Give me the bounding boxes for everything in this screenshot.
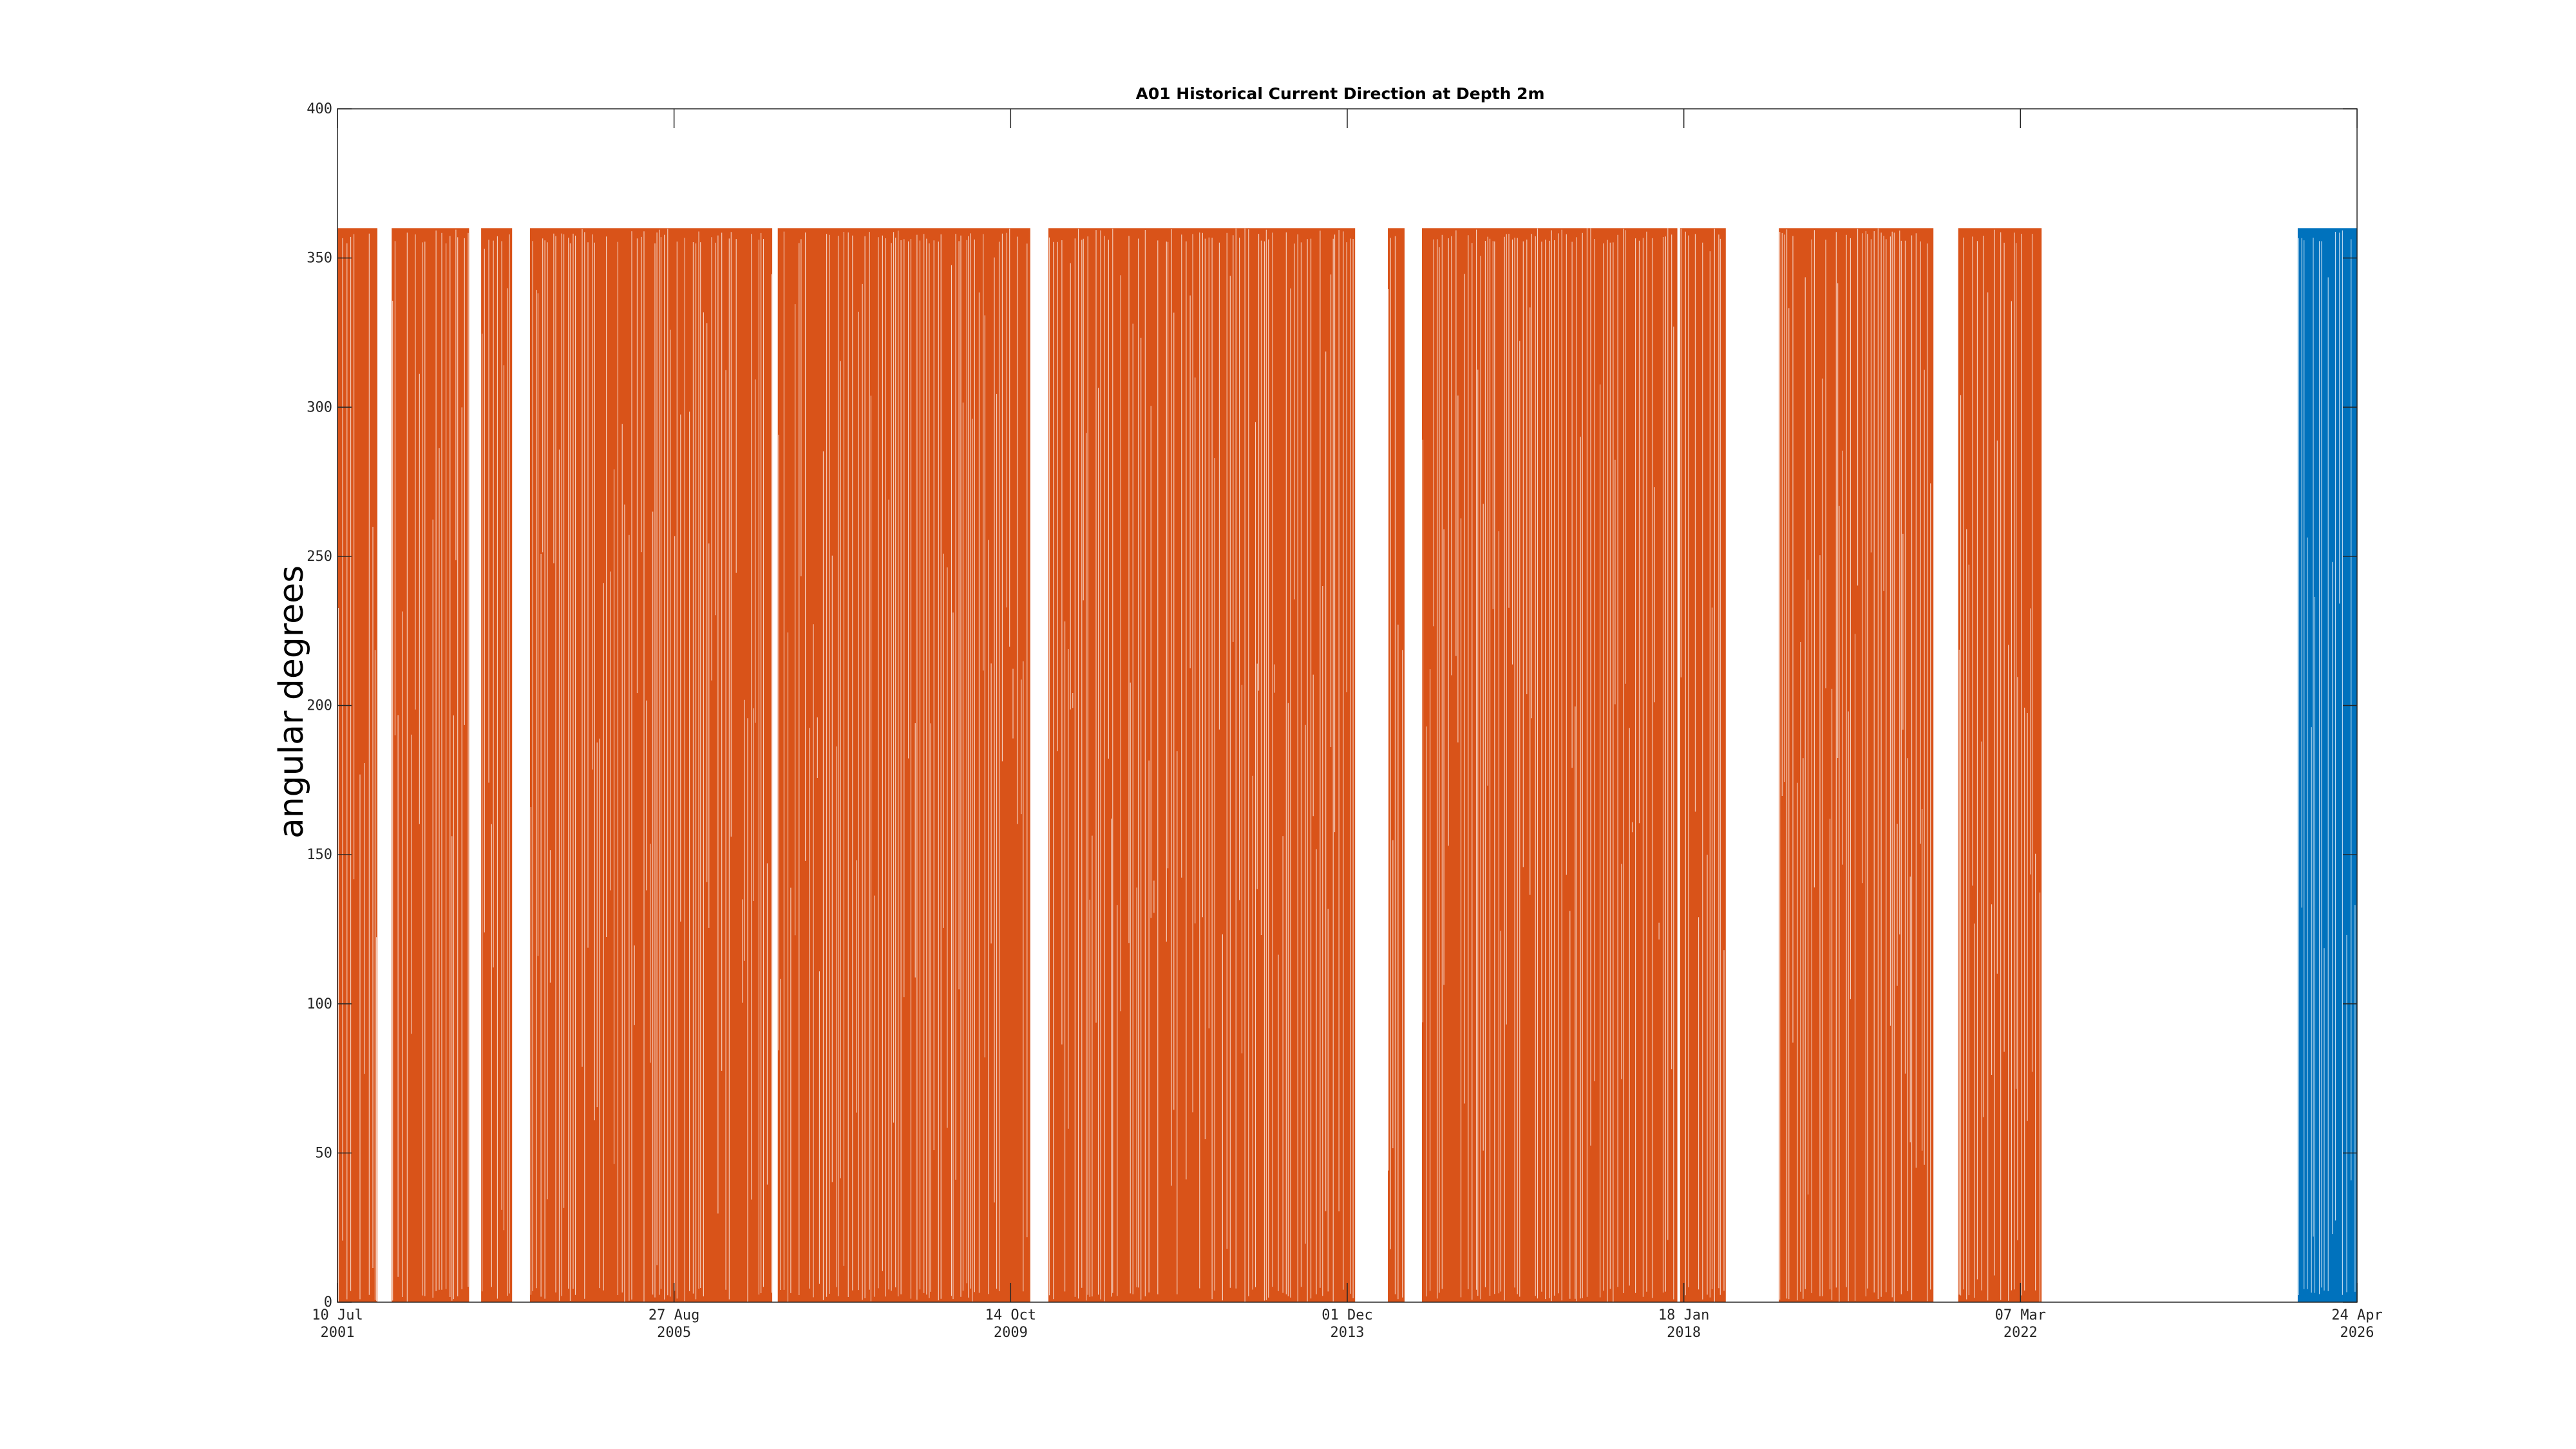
x-tick-label: 01 Dec bbox=[1321, 1307, 1372, 1323]
chart-title: A01 Historical Current Direction at Dept… bbox=[1135, 84, 1544, 103]
x-tick-year-label: 2001 bbox=[321, 1325, 355, 1341]
series-1 bbox=[337, 228, 2042, 1302]
series-1-segment-2-texture bbox=[392, 229, 469, 1302]
y-tick-label: 200 bbox=[307, 698, 332, 714]
x-tick-year-label: 2026 bbox=[2340, 1325, 2374, 1341]
series-2-segment-1-texture bbox=[2298, 230, 2356, 1295]
y-tick-label: 0 bbox=[324, 1294, 332, 1311]
series-1-segment-6-texture bbox=[1048, 228, 1354, 1302]
series-1-segment-11-texture bbox=[1958, 229, 2041, 1302]
series-1-segment-1 bbox=[337, 228, 377, 1302]
x-tick-year-label: 2013 bbox=[1331, 1325, 1365, 1341]
series-1-segment-10-texture bbox=[1779, 228, 1931, 1302]
y-tick-label: 150 bbox=[307, 847, 332, 863]
series-1-segment-3-texture bbox=[482, 234, 510, 1299]
y-tick-label: 400 bbox=[307, 101, 332, 117]
x-tick-label: 14 Oct bbox=[985, 1307, 1036, 1323]
x-tick-label: 10 Jul bbox=[312, 1307, 363, 1323]
y-tick-label: 300 bbox=[307, 399, 332, 415]
series-1-segment-11 bbox=[1958, 228, 2042, 1302]
series-2-segment-1 bbox=[2297, 228, 2357, 1302]
series-1-segment-8-texture bbox=[1422, 228, 1674, 1302]
series-1-segment-3 bbox=[481, 228, 513, 1302]
x-tick-year-label: 2018 bbox=[1667, 1325, 1701, 1341]
series-1-segment-1-texture bbox=[337, 233, 377, 1302]
series-2 bbox=[2297, 228, 2357, 1302]
x-tick-label: 18 Jan bbox=[1658, 1307, 1709, 1323]
x-tick-year-label: 2022 bbox=[2003, 1325, 2038, 1341]
series-1-segment-7-texture bbox=[1388, 236, 1403, 1300]
y-axis-label: angular degrees bbox=[272, 565, 311, 838]
x-tick-year-label: 2005 bbox=[657, 1325, 691, 1341]
y-tick-label: 350 bbox=[307, 251, 332, 267]
axes-layer: 0 50 100 150 200 250 300 350 400 10 Jul 2001 27 Aug… bbox=[307, 101, 2382, 1341]
y-tick-label: 100 bbox=[307, 996, 332, 1012]
series-1-segment-9-texture bbox=[1680, 229, 1725, 1302]
y-tick-label: 250 bbox=[307, 549, 332, 565]
series-1-segment-4-texture bbox=[530, 229, 772, 1302]
x-tick-label: 24 Apr bbox=[2331, 1307, 2382, 1323]
series-1-segment-6 bbox=[1048, 228, 1356, 1302]
series-1-segment-5-texture bbox=[778, 229, 1028, 1302]
x-tick-label: 07 Mar bbox=[1995, 1307, 2046, 1323]
x-tick-year-label: 2009 bbox=[994, 1325, 1028, 1341]
y-tick-label: 50 bbox=[316, 1145, 333, 1161]
x-tick-label: 27 Aug bbox=[649, 1307, 699, 1323]
